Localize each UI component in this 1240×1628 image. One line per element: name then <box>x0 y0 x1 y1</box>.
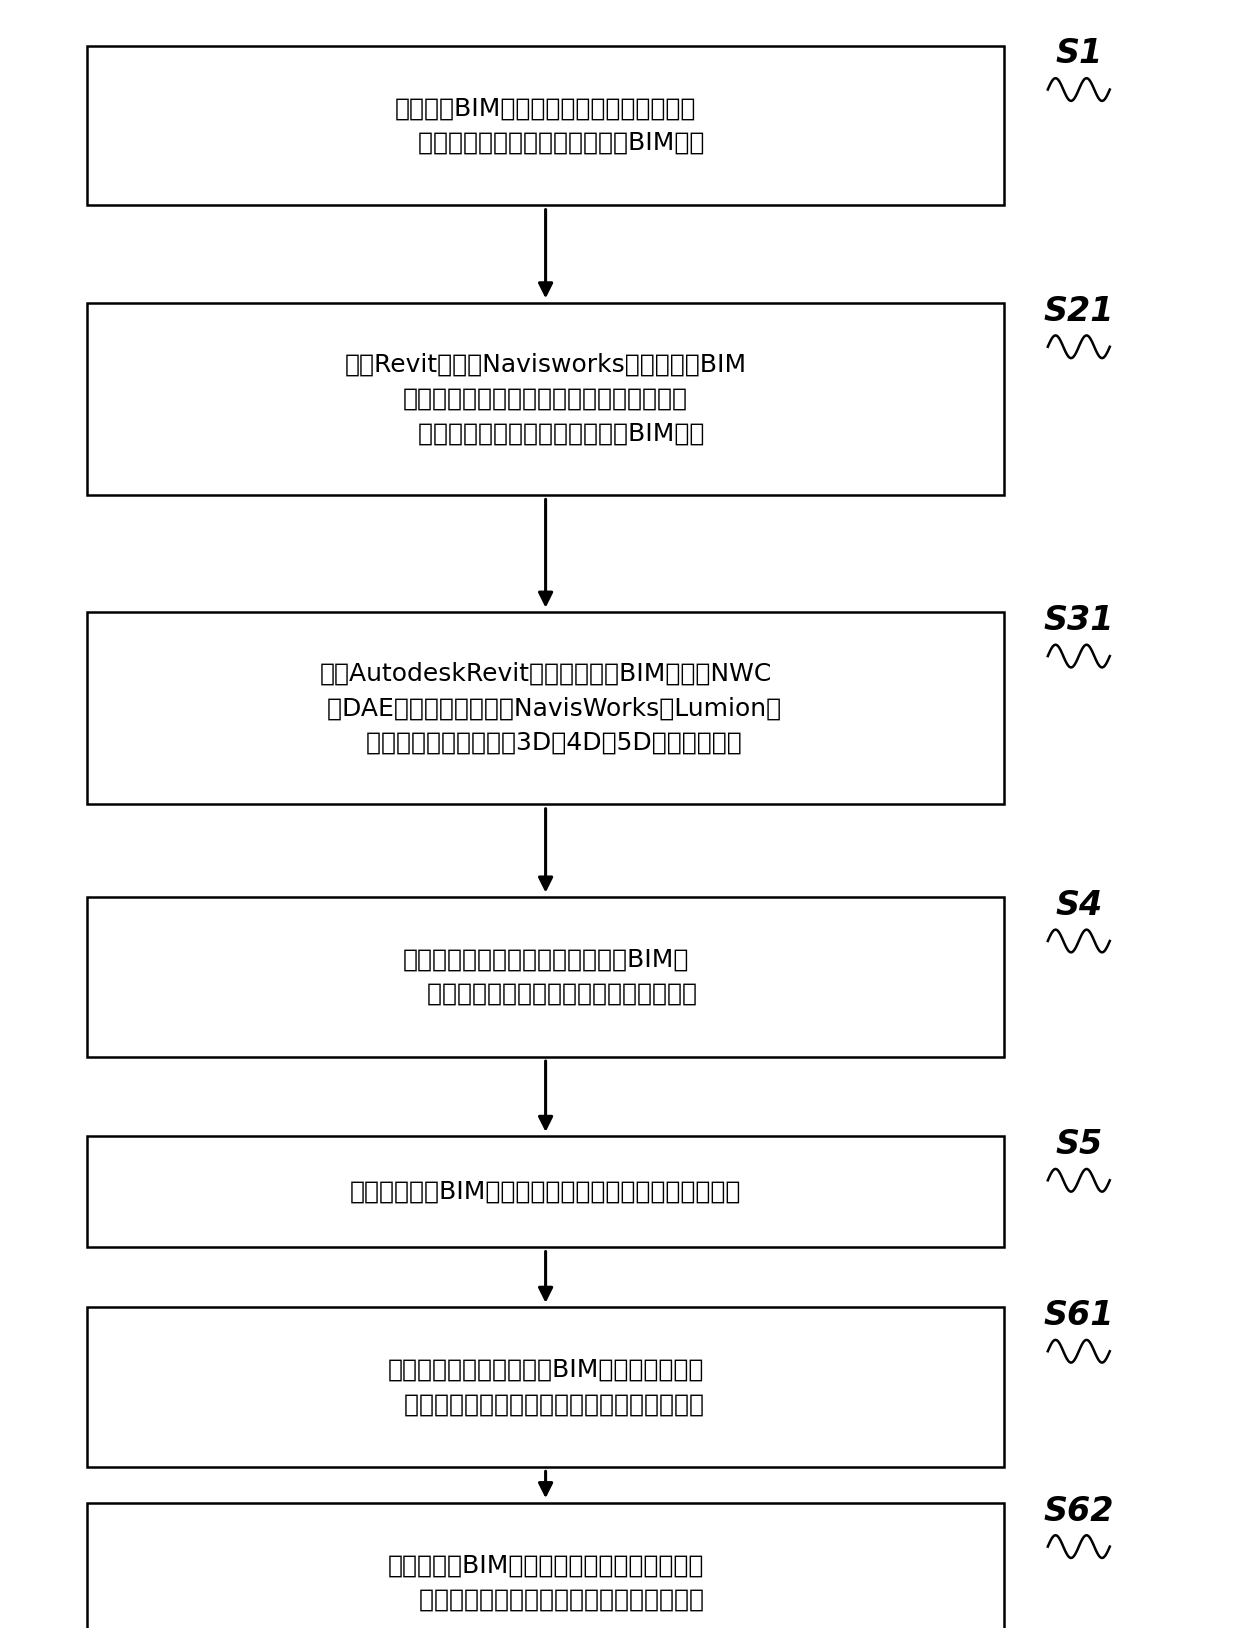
FancyBboxPatch shape <box>87 46 1004 205</box>
Text: 在现场施工过程中，根据所述项目BIM模
    型，对现场施工人员进行三维可视化交底: 在现场施工过程中，根据所述项目BIM模 型，对现场施工人员进行三维可视化交底 <box>394 947 697 1006</box>
Text: S61: S61 <box>1044 1299 1114 1332</box>
Text: 采用Revit软件或Navisworks软件对所述BIM
模型中的地下连续墙钢筋、锁口管、注浆管
    进行碰撞及错误检查，优化所述BIM模型: 采用Revit软件或Navisworks软件对所述BIM 模型中的地下连续墙钢筋… <box>345 352 746 446</box>
FancyBboxPatch shape <box>87 897 1004 1057</box>
FancyBboxPatch shape <box>87 1136 1004 1247</box>
Text: 采用AutodeskRevit导出所述项目BIM模型的NWC
  、DAE文件，并将其导入NavisWorks、Lumion软
  件进行施工模拟，形成3D、4: 采用AutodeskRevit导出所述项目BIM模型的NWC 、DAE文件，并将… <box>310 661 781 755</box>
Text: S62: S62 <box>1044 1495 1114 1527</box>
Text: 将所述项目BIM模型数据与现场实测实量数据
    进行对比，检查地下连续墙的质量是否合格: 将所述项目BIM模型数据与现场实测实量数据 进行对比，检查地下连续墙的质量是否合… <box>387 1553 704 1612</box>
Text: S1: S1 <box>1055 37 1102 70</box>
Text: S4: S4 <box>1055 889 1102 921</box>
FancyBboxPatch shape <box>87 612 1004 804</box>
Text: S5: S5 <box>1055 1128 1102 1161</box>
FancyBboxPatch shape <box>87 1307 1004 1467</box>
Text: S21: S21 <box>1044 295 1114 327</box>
Text: 根据项目BIM应用标准，对地下连续墙设计
    施工图进行三维建模，获取项目BIM模型: 根据项目BIM应用标准，对地下连续墙设计 施工图进行三维建模，获取项目BIM模型 <box>387 96 704 155</box>
Text: 施工完成后，将所述项目BIM模型与现场实物
  外观进行对比；检查地下连续墙外观是否合格: 施工完成后，将所述项目BIM模型与现场实物 外观进行对比；检查地下连续墙外观是否… <box>387 1358 704 1416</box>
FancyBboxPatch shape <box>87 1503 1004 1628</box>
Text: 根据所述项目BIM模型及其施工过程模拟，指导现场施工: 根据所述项目BIM模型及其施工过程模拟，指导现场施工 <box>350 1180 742 1203</box>
Text: S31: S31 <box>1044 604 1114 637</box>
FancyBboxPatch shape <box>87 303 1004 495</box>
